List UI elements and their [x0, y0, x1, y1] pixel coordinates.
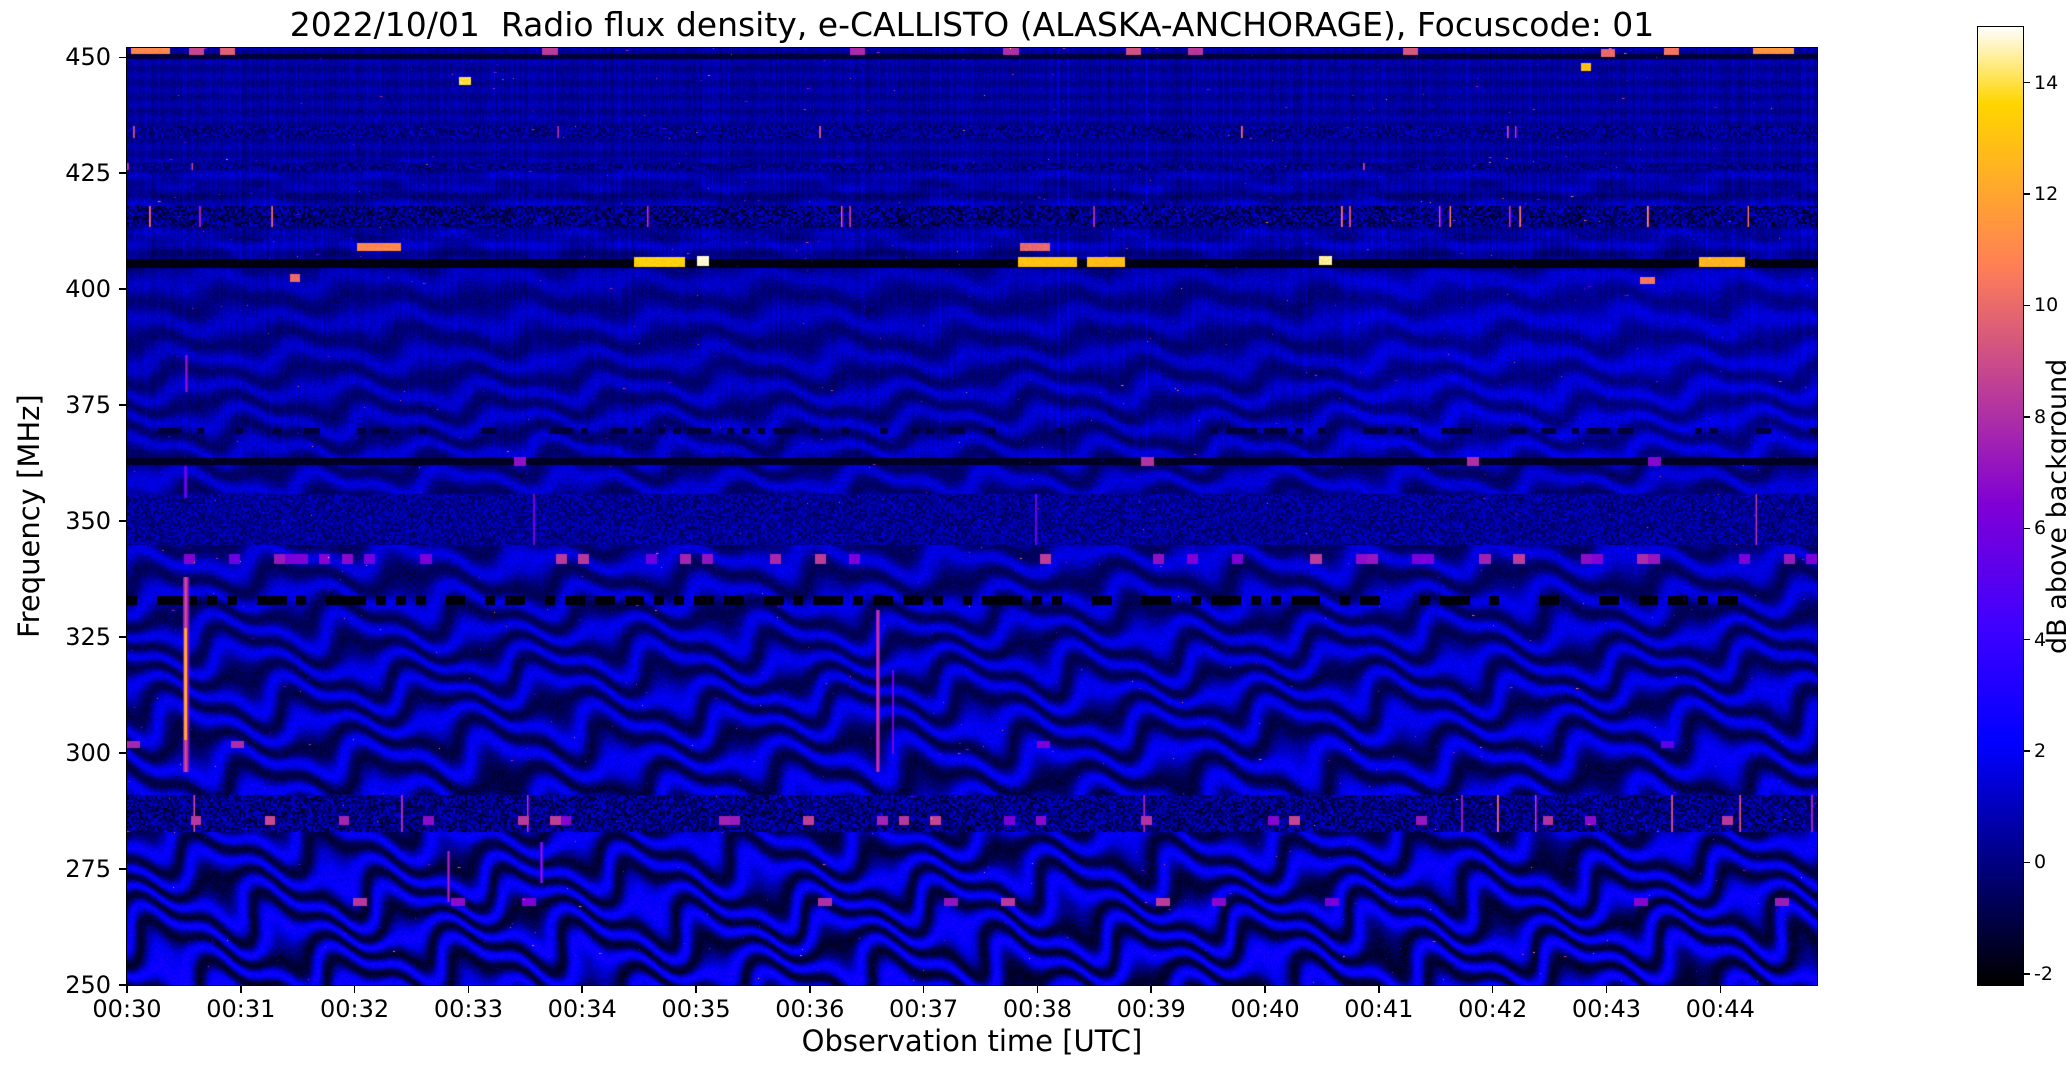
x-tick-label: 00:37: [889, 995, 959, 1023]
y-tick-label: 350: [65, 507, 111, 536]
x-tick-label: 00:42: [1458, 995, 1528, 1023]
y-tick-label: 425: [65, 159, 111, 188]
y-tick-mark: [119, 984, 127, 986]
y-tick-label: 450: [65, 43, 111, 72]
colorbar-tick-label: 8: [2034, 405, 2047, 428]
x-tick-mark: [126, 985, 128, 993]
x-tick-mark: [1264, 985, 1266, 993]
y-tick-label: 300: [65, 739, 111, 768]
x-tick-mark: [695, 985, 697, 993]
x-tick-label: 00:41: [1344, 995, 1414, 1023]
colorbar-tick-label: 10: [2034, 294, 2059, 317]
y-tick-mark: [119, 520, 127, 522]
colorbar-tick-mark: [2023, 527, 2030, 530]
x-tick-label: 00:44: [1685, 995, 1755, 1023]
spectrogram-canvas: [126, 47, 1818, 986]
y-tick-label: 250: [65, 971, 111, 999]
colorbar-tick-mark: [2023, 861, 2030, 864]
colorbar-tick-label: 6: [2034, 517, 2047, 540]
x-tick-label: 00:36: [775, 995, 845, 1023]
y-tick-mark: [119, 56, 127, 59]
y-tick-label: 400: [65, 275, 111, 304]
colorbar-tick-mark: [2023, 304, 2030, 307]
colorbar-gradient: [1977, 26, 2024, 986]
y-tick-label: 375: [65, 391, 111, 420]
x-tick-mark: [240, 985, 242, 993]
x-tick-mark: [1719, 985, 1722, 993]
colorbar-tick-label: -2: [2034, 962, 2053, 985]
x-tick-mark: [581, 985, 583, 993]
plot-title: 2022/10/01 Radio flux density, e-CALLIST…: [289, 5, 1655, 44]
x-tick-label: 00:39: [1116, 995, 1186, 1023]
colorbar-tick-mark: [2023, 416, 2030, 418]
y-tick-mark: [119, 752, 127, 754]
y-tick-mark: [119, 404, 127, 406]
colorbar-tick-mark: [2023, 193, 2030, 195]
x-tick-label: 00:38: [1002, 995, 1073, 1023]
colorbar-tick-mark: [2023, 638, 2030, 641]
x-axis-label: Observation time [UTC]: [801, 1024, 1143, 1058]
x-tick-label: 00:35: [661, 995, 731, 1023]
y-tick-label: 325: [65, 623, 111, 652]
colorbar-tick-label: 2: [2034, 740, 2047, 763]
x-tick-label: 00:31: [206, 995, 276, 1023]
colorbar-tick-mark: [2023, 973, 2030, 975]
colorbar-tick-label: 12: [2034, 183, 2059, 206]
colorbar-tick-label: 14: [2034, 71, 2059, 94]
x-tick-label: 00:43: [1571, 995, 1642, 1023]
x-tick-mark: [1378, 985, 1380, 993]
y-tick-mark: [119, 288, 127, 290]
colorbar-tick-label: 0: [2034, 851, 2047, 874]
x-tick-label: 00:40: [1230, 995, 1300, 1023]
colorbar-label: dB above background: [2042, 358, 2066, 654]
y-tick-mark: [119, 868, 127, 870]
x-tick-mark: [1491, 985, 1494, 993]
colorbar-tick-mark: [2023, 81, 2030, 84]
x-tick-mark: [809, 985, 811, 993]
x-tick-label: 00:30: [92, 995, 162, 1023]
x-tick-mark: [1605, 985, 1608, 993]
x-tick-label: 00:33: [433, 995, 503, 1023]
x-tick-mark: [467, 985, 470, 993]
y-tick-mark: [119, 172, 127, 174]
x-tick-mark: [353, 985, 356, 993]
colorbar-tick-mark: [2023, 750, 2030, 752]
x-tick-label: 00:34: [547, 995, 617, 1023]
colorbar-tick-label: 4: [2034, 628, 2047, 651]
x-tick-mark: [1036, 985, 1039, 993]
x-tick-mark: [1150, 985, 1152, 993]
x-tick-label: 00:32: [320, 995, 390, 1023]
y-tick-label: 275: [65, 855, 111, 884]
y-tick-mark: [119, 636, 127, 638]
x-tick-mark: [922, 985, 925, 993]
